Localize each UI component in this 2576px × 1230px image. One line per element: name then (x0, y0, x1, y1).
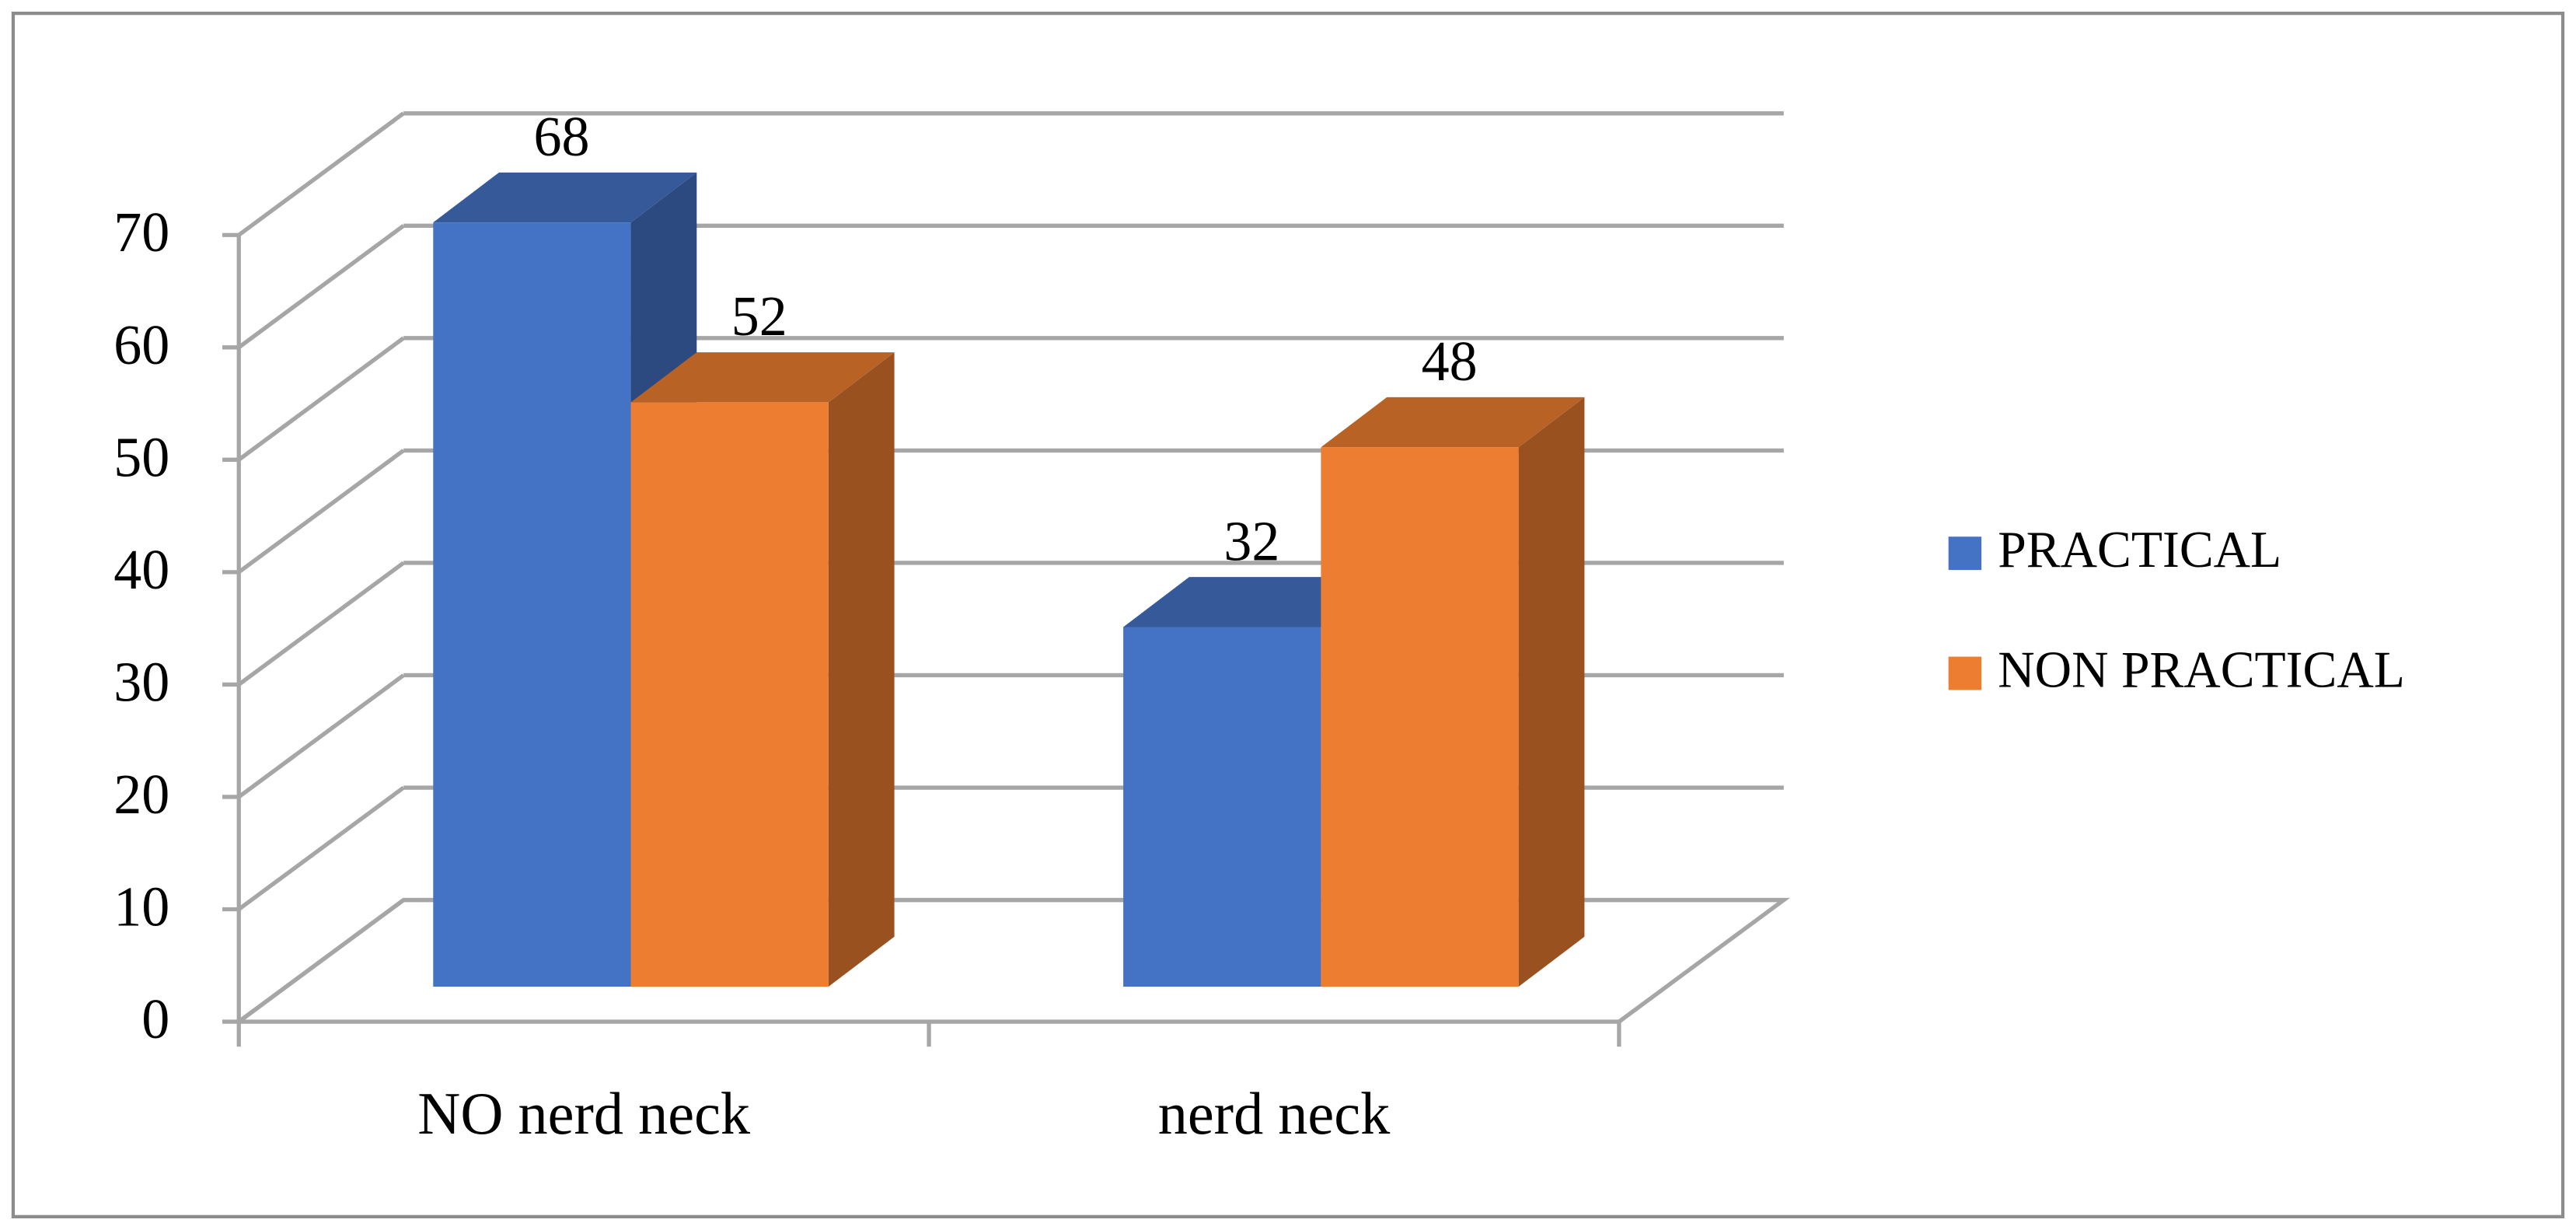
grid-line (237, 449, 405, 575)
bar-side (828, 352, 895, 987)
y-tick-label: 0 (141, 987, 169, 1050)
grid-line (237, 561, 405, 687)
bar-side (1518, 397, 1585, 987)
y-tick-label: 50 (113, 425, 169, 488)
y-tick-label: 70 (113, 201, 169, 264)
grid-line (237, 336, 405, 462)
bar-top (1123, 577, 1387, 627)
y-tick-label: 60 (113, 313, 169, 376)
value-label: 52 (731, 285, 787, 348)
grid-line (237, 898, 405, 1024)
bar-top (630, 352, 895, 403)
x-tick-label: NO nerd neck (417, 1081, 750, 1147)
value-label: 48 (1422, 330, 1478, 393)
grid-line (237, 111, 405, 237)
value-label: 68 (534, 105, 590, 168)
x-tick-label: nerd neck (1158, 1081, 1391, 1147)
bar (433, 222, 631, 987)
y-tick-label: 30 (113, 650, 169, 713)
bar-top (433, 172, 697, 223)
legend-swatch (1948, 536, 1982, 571)
y-tick-label: 20 (113, 763, 169, 826)
legend-label: PRACTICAL (1998, 522, 2281, 578)
bar (1123, 627, 1321, 987)
y-tick-label: 10 (113, 875, 169, 938)
grid-line (237, 785, 405, 911)
bar-top (1321, 397, 1585, 448)
legend-swatch (1948, 656, 1982, 690)
value-label: 32 (1223, 509, 1279, 572)
legend-label: NON PRACTICAL (1998, 641, 2405, 698)
y-tick-label: 40 (113, 538, 169, 601)
grid-line (237, 673, 405, 799)
bar (630, 402, 829, 987)
bar (1321, 447, 1519, 987)
grid-line (237, 224, 405, 349)
